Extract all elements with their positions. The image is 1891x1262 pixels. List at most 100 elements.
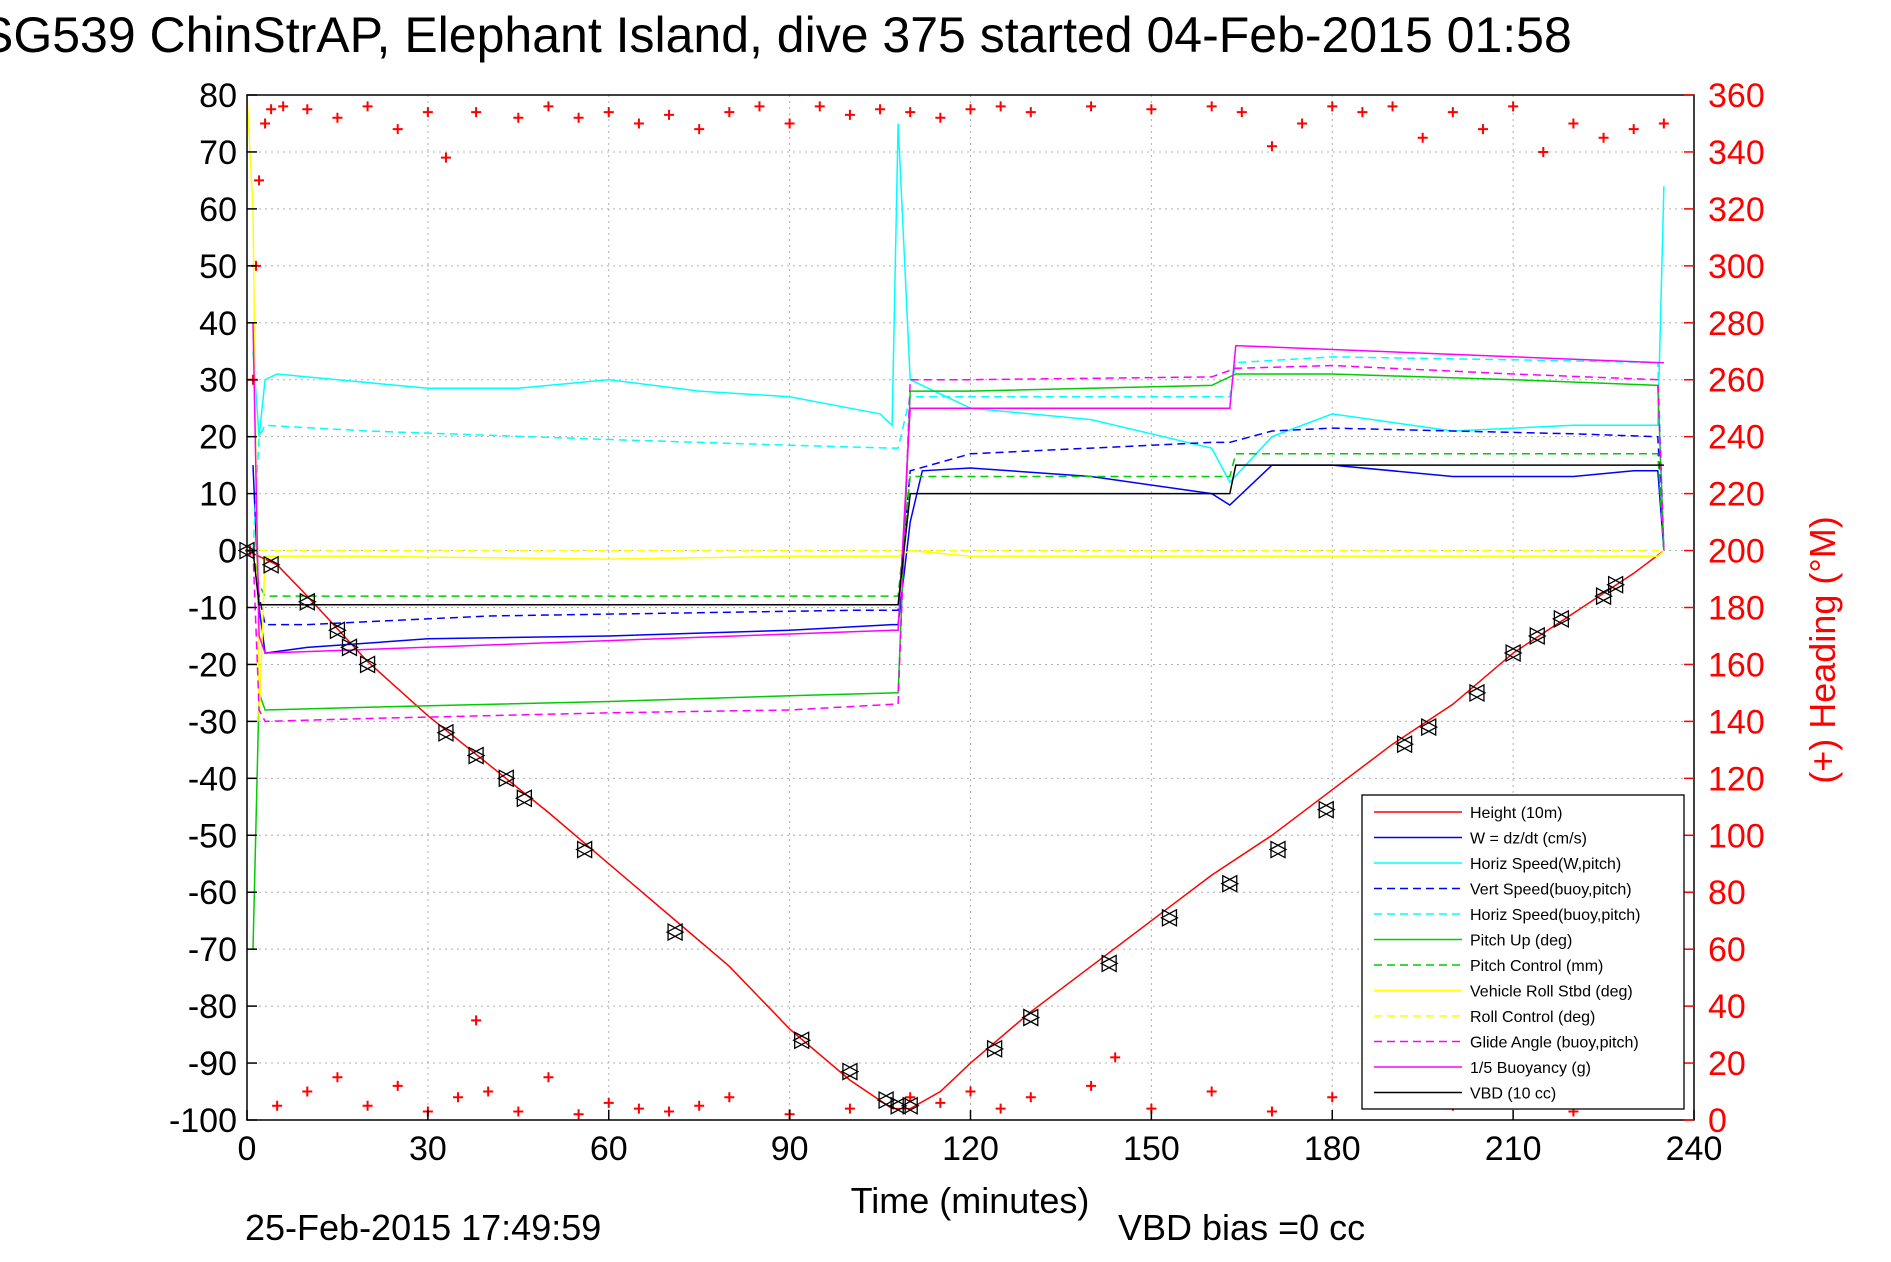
x-tick-label: 150: [1123, 1130, 1180, 1168]
legend-label: Vert Speed(buoy,pitch): [1470, 882, 1632, 899]
x-axis-label: Time (minutes): [851, 1180, 1090, 1221]
y2-tick-label: 140: [1708, 703, 1765, 741]
x-tick-label: 60: [590, 1130, 628, 1168]
heading-point: [543, 1072, 554, 1083]
heading-point: [1327, 1092, 1338, 1103]
depth-marker: [1220, 874, 1240, 893]
series-w-dz-dt-cm-s: [252, 464, 1665, 654]
timestamp: 25-Feb-2015 17:49:59: [245, 1207, 601, 1248]
y2-tick-label: 360: [1708, 77, 1765, 115]
y-tick-label: 0: [218, 533, 237, 571]
depth-marker: [1316, 800, 1336, 819]
heading-point: [392, 124, 403, 135]
y-tick-label: 70: [199, 134, 237, 172]
y-tick-label: -20: [188, 646, 237, 684]
x-tick-label: 90: [771, 1130, 809, 1168]
y2-tick-label: 40: [1708, 988, 1746, 1026]
y2-tick-label: 300: [1708, 248, 1765, 286]
x-tick-label: 120: [942, 1130, 999, 1168]
legend-label: Height (10m): [1470, 805, 1562, 822]
y2-tick-label: 220: [1708, 476, 1765, 514]
heading-point: [1236, 107, 1247, 118]
depth-marker: [888, 1096, 908, 1115]
heading-point: [1447, 107, 1458, 118]
y-tick-label: 30: [199, 362, 237, 400]
x-axis: 0 30 60 90 120 150 180 210 240: [238, 1110, 1723, 1168]
y2-tick-label: 120: [1708, 760, 1765, 798]
heading-point: [453, 1092, 464, 1103]
heading-point: [1628, 124, 1639, 135]
series-vbd-10-cc: [252, 464, 1664, 606]
heading-point: [1146, 104, 1157, 115]
heading-point: [266, 104, 277, 115]
y2-tick-label: 200: [1708, 533, 1765, 571]
heading-point: [543, 101, 554, 112]
heading-point: [1538, 146, 1549, 157]
depth-marker: [1099, 954, 1119, 973]
heading-point: [965, 104, 976, 115]
heading-point: [724, 1092, 735, 1103]
heading-point: [844, 109, 855, 120]
heading-point: [724, 107, 735, 118]
series-horiz-speed-w-pitch: [252, 123, 1665, 484]
heading-point: [995, 101, 1006, 112]
series-height-10m: [246, 549, 1665, 1110]
y2-axis-label: (+) Heading (°M): [1802, 516, 1843, 783]
y2-tick-label: 80: [1708, 874, 1746, 912]
x-tick-label: 240: [1666, 1130, 1723, 1168]
heading-point: [664, 109, 675, 120]
y2-tick-label: 180: [1708, 590, 1765, 628]
heading-point: [905, 107, 916, 118]
heading-point: [935, 1097, 946, 1108]
heading-point: [1086, 1080, 1097, 1091]
heading-point: [1266, 141, 1277, 152]
heading-point: [694, 124, 705, 135]
heading-point: [471, 1015, 482, 1026]
series-layer: [245, 94, 1669, 1120]
depth-marker: [514, 789, 534, 808]
y-axis-left: 80 70 60 50 40 30 20 10 0 -10 -20 -30 -40 -50 -60 -70 -8…: [169, 77, 257, 1140]
y-tick-label: 60: [199, 191, 237, 229]
legend-label: W = dz/dt (cm/s): [1470, 831, 1587, 848]
legend-label: Pitch Up (deg): [1470, 933, 1572, 950]
depth-marker: [340, 638, 359, 657]
heading-point: [905, 1092, 916, 1103]
y-tick-label: -80: [188, 988, 237, 1026]
heading-point: [392, 1080, 403, 1091]
heading-point: [1025, 1092, 1036, 1103]
heading-point: [513, 1106, 524, 1117]
legend-label: VBD (10 cc): [1470, 1086, 1556, 1103]
heading-point: [1568, 118, 1579, 129]
depth-marker: [575, 840, 595, 859]
vbd-bias: VBD bias =0 cc: [1118, 1207, 1365, 1248]
x-tick-label: 0: [238, 1130, 257, 1168]
heading-point: [1598, 132, 1609, 143]
heading-point: [513, 112, 524, 123]
depth-marker: [1551, 609, 1571, 628]
y2-tick-label: 20: [1708, 1045, 1746, 1083]
depth-markers: [237, 541, 1626, 1115]
legend-label: Horiz Speed(W,pitch): [1470, 856, 1621, 873]
legend-label: 1/5 Buoyancy (g): [1470, 1060, 1591, 1077]
heading-point: [260, 118, 271, 129]
heading-point: [440, 152, 451, 163]
heading-point: [935, 112, 946, 123]
heading-point: [1206, 101, 1217, 112]
depth-marker: [261, 555, 281, 574]
depth-marker: [358, 655, 377, 674]
y2-tick-label: 340: [1708, 134, 1765, 172]
y-tick-label: -90: [188, 1045, 237, 1083]
y-tick-label: -70: [188, 931, 237, 969]
depth-marker: [792, 1031, 812, 1050]
heading-point: [362, 101, 373, 112]
x-tick-label: 30: [409, 1130, 447, 1168]
heading-point: [633, 118, 644, 129]
legend-box: [1361, 794, 1685, 1110]
y2-tick-label: 0: [1708, 1102, 1727, 1140]
depth-marker: [985, 1039, 1005, 1058]
heading-point: [332, 112, 343, 123]
depth-marker: [1606, 575, 1626, 594]
y-tick-label: 80: [199, 77, 237, 115]
y-tick-label: -50: [188, 817, 237, 855]
